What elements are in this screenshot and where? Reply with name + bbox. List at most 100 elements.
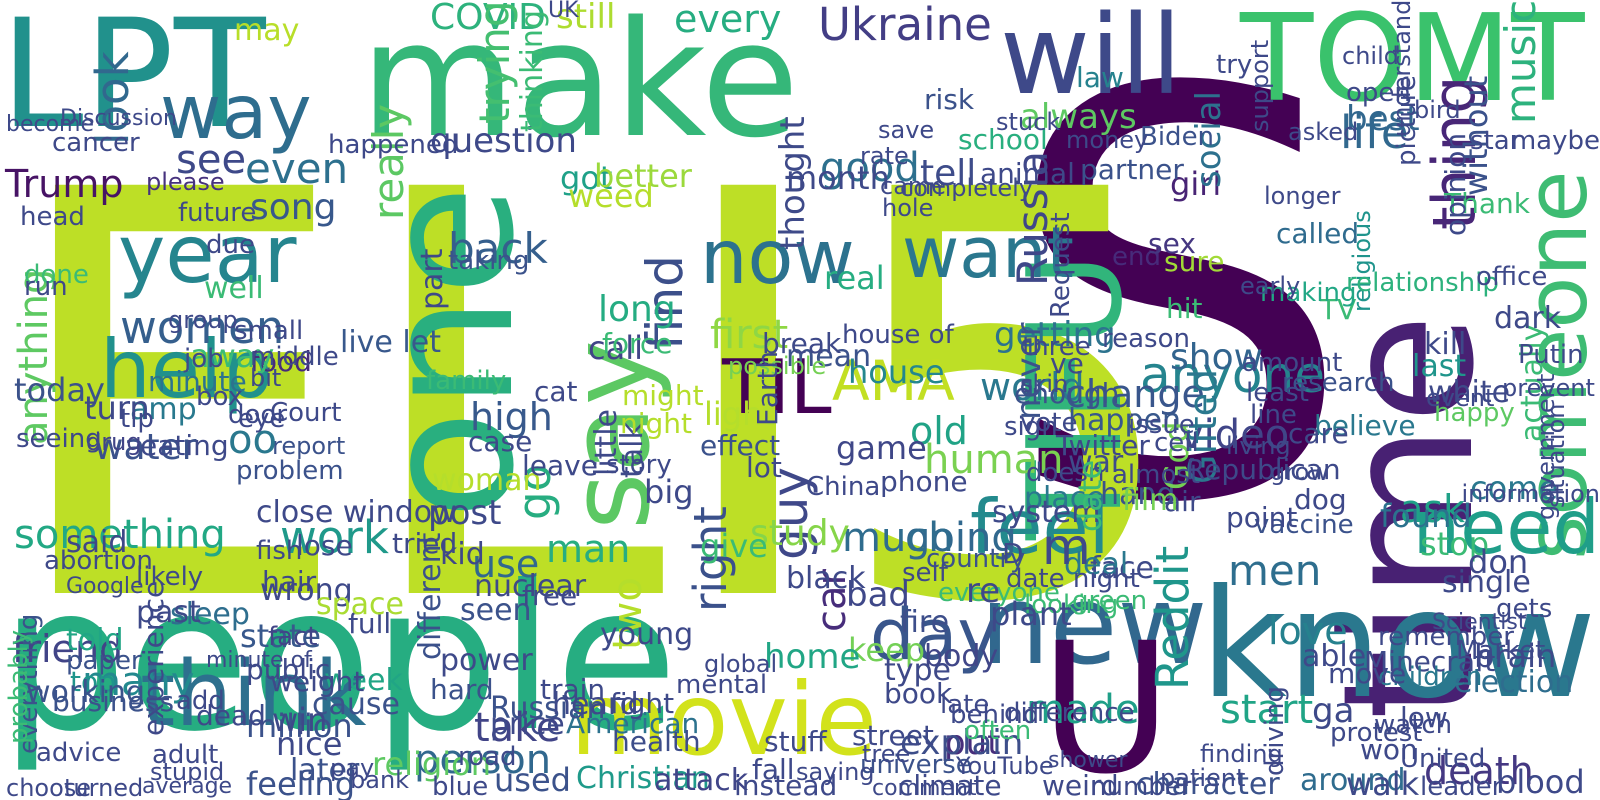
cloud-word: lot [746,451,782,484]
cloud-word: need [1412,483,1600,571]
cloud-word: today [14,371,105,409]
cloud-word: Reddit [1146,545,1199,690]
cloud-word: character [1136,767,1280,800]
cloud-word: door [228,400,288,430]
cloud-word: know [1200,558,1597,732]
cloud-word: bird [1414,96,1461,124]
cloud-word: now [700,213,855,301]
cloud-word: job [184,344,224,374]
cloud-word: three [1022,332,1091,362]
cloud-word: public [246,653,331,686]
cloud-word: doesn [1026,458,1105,488]
cloud-word: patient [1160,764,1246,792]
cloud-word: stuff [764,725,827,758]
cloud-word: every [674,0,782,41]
cloud-word: used [494,761,571,799]
cloud-word: kill [1424,327,1467,362]
cloud-word: work [280,511,389,564]
cloud-word: blood [1496,763,1585,800]
cloud-word: part [415,248,450,310]
cloud-word: living [1226,432,1291,460]
cloud-word: Google [66,574,144,599]
cloud-word: American [566,707,700,740]
cloud-word: make [360,0,800,173]
cloud-word: protest [1330,718,1423,748]
cloud-word: vote [1020,408,1078,438]
cloud-word: leave [522,449,598,482]
cloud-word: feel [970,483,1110,571]
cloud-word: climate [898,769,1002,800]
cloud-word: heard [552,687,639,722]
cloud-word: death [1424,749,1534,793]
cloud-word: around [1300,763,1406,798]
cloud-word: win [272,701,328,739]
cloud-word: United [1400,744,1486,774]
cloud-word: state [240,617,322,655]
cloud-word: due [206,230,255,260]
cloud-word: case [468,425,533,458]
cloud-word: try [1216,50,1253,80]
cloud-word: office [1476,262,1548,292]
cloud-word: point [1226,501,1298,534]
cloud-word: phone [880,465,968,498]
cloud-word: world [980,365,1085,409]
cloud-word: advice [36,738,122,768]
cloud-word: human [924,437,1064,483]
cloud-word: explain [900,723,1024,763]
cloud-word: come [1470,469,1559,507]
cloud-word: understand [1388,0,1416,138]
cloud-word: drug [86,428,142,456]
cloud-word: run [24,272,68,302]
cloud-word: election [1454,665,1574,700]
cloud-word: system [992,495,1101,530]
cloud-word: story [606,450,672,480]
cloud-word: post [428,493,502,533]
cloud-word: adult [152,740,219,770]
cloud-word: law [1076,61,1124,94]
cloud-word: close window [256,495,457,530]
cloud-word: paper [66,646,142,676]
cloud-word: global [704,650,778,678]
cloud-word: prevent [1502,374,1595,402]
cloud-word: wrong [260,573,353,608]
cloud-word: care [1288,417,1349,450]
cloud-word: use [472,542,540,586]
cloud-word: eating [140,429,229,462]
cloud-word: tell [920,153,977,194]
cloud-word: call [588,329,643,367]
cloud-word: won [1360,733,1418,766]
cloud-word: leader [1420,772,1503,800]
cloud-word: AMA [832,349,955,413]
cloud-word: question [430,121,577,161]
cloud-word: minute of [206,648,312,673]
cloud-word: white [1428,375,1511,410]
cloud-word: said [66,525,128,560]
cloud-word: body [924,639,999,674]
cloud-word: mean [786,339,872,374]
cloud-word: best [1346,99,1420,139]
cloud-word: weed [568,177,654,215]
cloud-word: likely [136,562,204,592]
cloud-word: something [14,512,226,558]
cloud-word: don [1468,543,1529,581]
cloud-word: ELI5 [0,74,1188,726]
cloud-word: night [620,407,693,440]
cloud-word: take [474,705,561,751]
cloud-word: million [246,707,353,745]
cloud-word: price [490,707,565,742]
cloud-word: nice [276,725,343,763]
cloud-word: Discussion [60,106,177,131]
cloud-word: looking [1024,590,1119,620]
cloud-word: family [426,366,507,396]
cloud-word: Scientist [1432,610,1527,635]
cloud-word: long [598,289,676,330]
cloud-word: least [1246,378,1309,408]
cloud-word: Court [270,398,342,428]
cloud-word: YouTube [956,752,1054,780]
cloud-word: day [870,594,999,676]
cloud-word: remember [1378,622,1514,652]
cloud-word: TIL [722,343,832,431]
cloud-word: Putin [1518,340,1584,370]
cloud-word: women [120,301,285,354]
cloud-word: TV [1320,293,1357,326]
